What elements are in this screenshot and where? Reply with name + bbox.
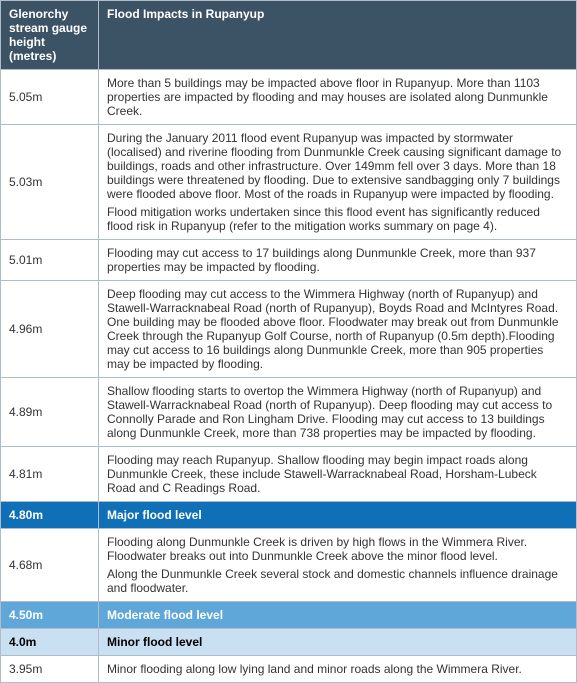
cell-impacts: Moderate flood level <box>99 602 577 629</box>
cell-impacts: Major flood level <box>99 502 577 529</box>
col-header-impacts: Flood Impacts in Rupanyup <box>99 1 577 70</box>
table-row: 5.01m Flooding may cut access to 17 build… <box>1 240 577 281</box>
impact-text: Flooding along Dunmunkle Creek is driven… <box>107 535 568 563</box>
cell-gauge-height: 5.01m <box>1 240 99 281</box>
table-row: 3.95m Minor flooding along low lying land… <box>1 656 577 683</box>
flood-impacts-table: Glenorchy stream gauge height (metres) F… <box>0 0 577 683</box>
cell-impacts: Flooding may cut access to 17 buildings … <box>99 240 577 281</box>
cell-gauge-height: 4.81m <box>1 447 99 502</box>
impact-text: Major flood level <box>107 508 568 522</box>
impact-text: More than 5 buildings may be impacted ab… <box>107 76 568 118</box>
cell-gauge-height: 4.68m <box>1 529 99 602</box>
table-row: 5.05mMore than 5 buildings may be impact… <box>1 70 577 125</box>
cell-gauge-height: 4.96m <box>1 281 99 378</box>
col-header-gauge-height: Glenorchy stream gauge height (metres) <box>1 1 99 70</box>
cell-impacts: Flooding may reach Rupanyup. Shallow flo… <box>99 447 577 502</box>
table-row: 5.03mDuring the January 2011 flood event… <box>1 125 577 240</box>
cell-impacts: Deep flooding may cut access to the Wimm… <box>99 281 577 378</box>
cell-impacts: Shallow flooding starts to overtop the W… <box>99 378 577 447</box>
impact-text: Flooding may cut access to 17 buildings … <box>107 246 568 274</box>
cell-impacts: More than 5 buildings may be impacted ab… <box>99 70 577 125</box>
impact-text: During the January 2011 flood event Rupa… <box>107 131 568 201</box>
cell-gauge-height: 4.50m <box>1 602 99 629</box>
cell-gauge-height: 5.03m <box>1 125 99 240</box>
impact-text: Moderate flood level <box>107 608 568 622</box>
cell-gauge-height: 5.05m <box>1 70 99 125</box>
table-row: 4.68m Flooding along Dunmunkle Creek is d… <box>1 529 577 602</box>
table-row: 4.96mDeep flooding may cut access to the… <box>1 281 577 378</box>
cell-impacts: Flooding along Dunmunkle Creek is driven… <box>99 529 577 602</box>
table-row: 4.89mShallow flooding starts to overtop … <box>1 378 577 447</box>
cell-impacts: During the January 2011 flood event Rupa… <box>99 125 577 240</box>
impact-text: Deep flooding may cut access to the Wimm… <box>107 287 568 371</box>
impact-text: Minor flood level <box>107 635 568 649</box>
table-body: 5.05mMore than 5 buildings may be impact… <box>1 70 577 683</box>
table-header-row: Glenorchy stream gauge height (metres) F… <box>1 1 577 70</box>
table-row: 4.50m Moderate flood level <box>1 602 577 629</box>
cell-impacts: Minor flooding along low lying land and … <box>99 656 577 683</box>
impact-text: Along the Dunmunkle Creek several stock … <box>107 567 568 595</box>
cell-gauge-height: 4.89m <box>1 378 99 447</box>
impact-text: Flood mitigation works undertaken since … <box>107 205 568 233</box>
table-row: 4.80m Major flood level <box>1 502 577 529</box>
impact-text: Minor flooding along low lying land and … <box>107 662 568 676</box>
cell-gauge-height: 3.95m <box>1 656 99 683</box>
table-row: 4.81mFlooding may reach Rupanyup. Shallo… <box>1 447 577 502</box>
cell-gauge-height: 4.80m <box>1 502 99 529</box>
impact-text: Shallow flooding starts to overtop the W… <box>107 384 568 440</box>
impact-text: Flooding may reach Rupanyup. Shallow flo… <box>107 453 568 495</box>
